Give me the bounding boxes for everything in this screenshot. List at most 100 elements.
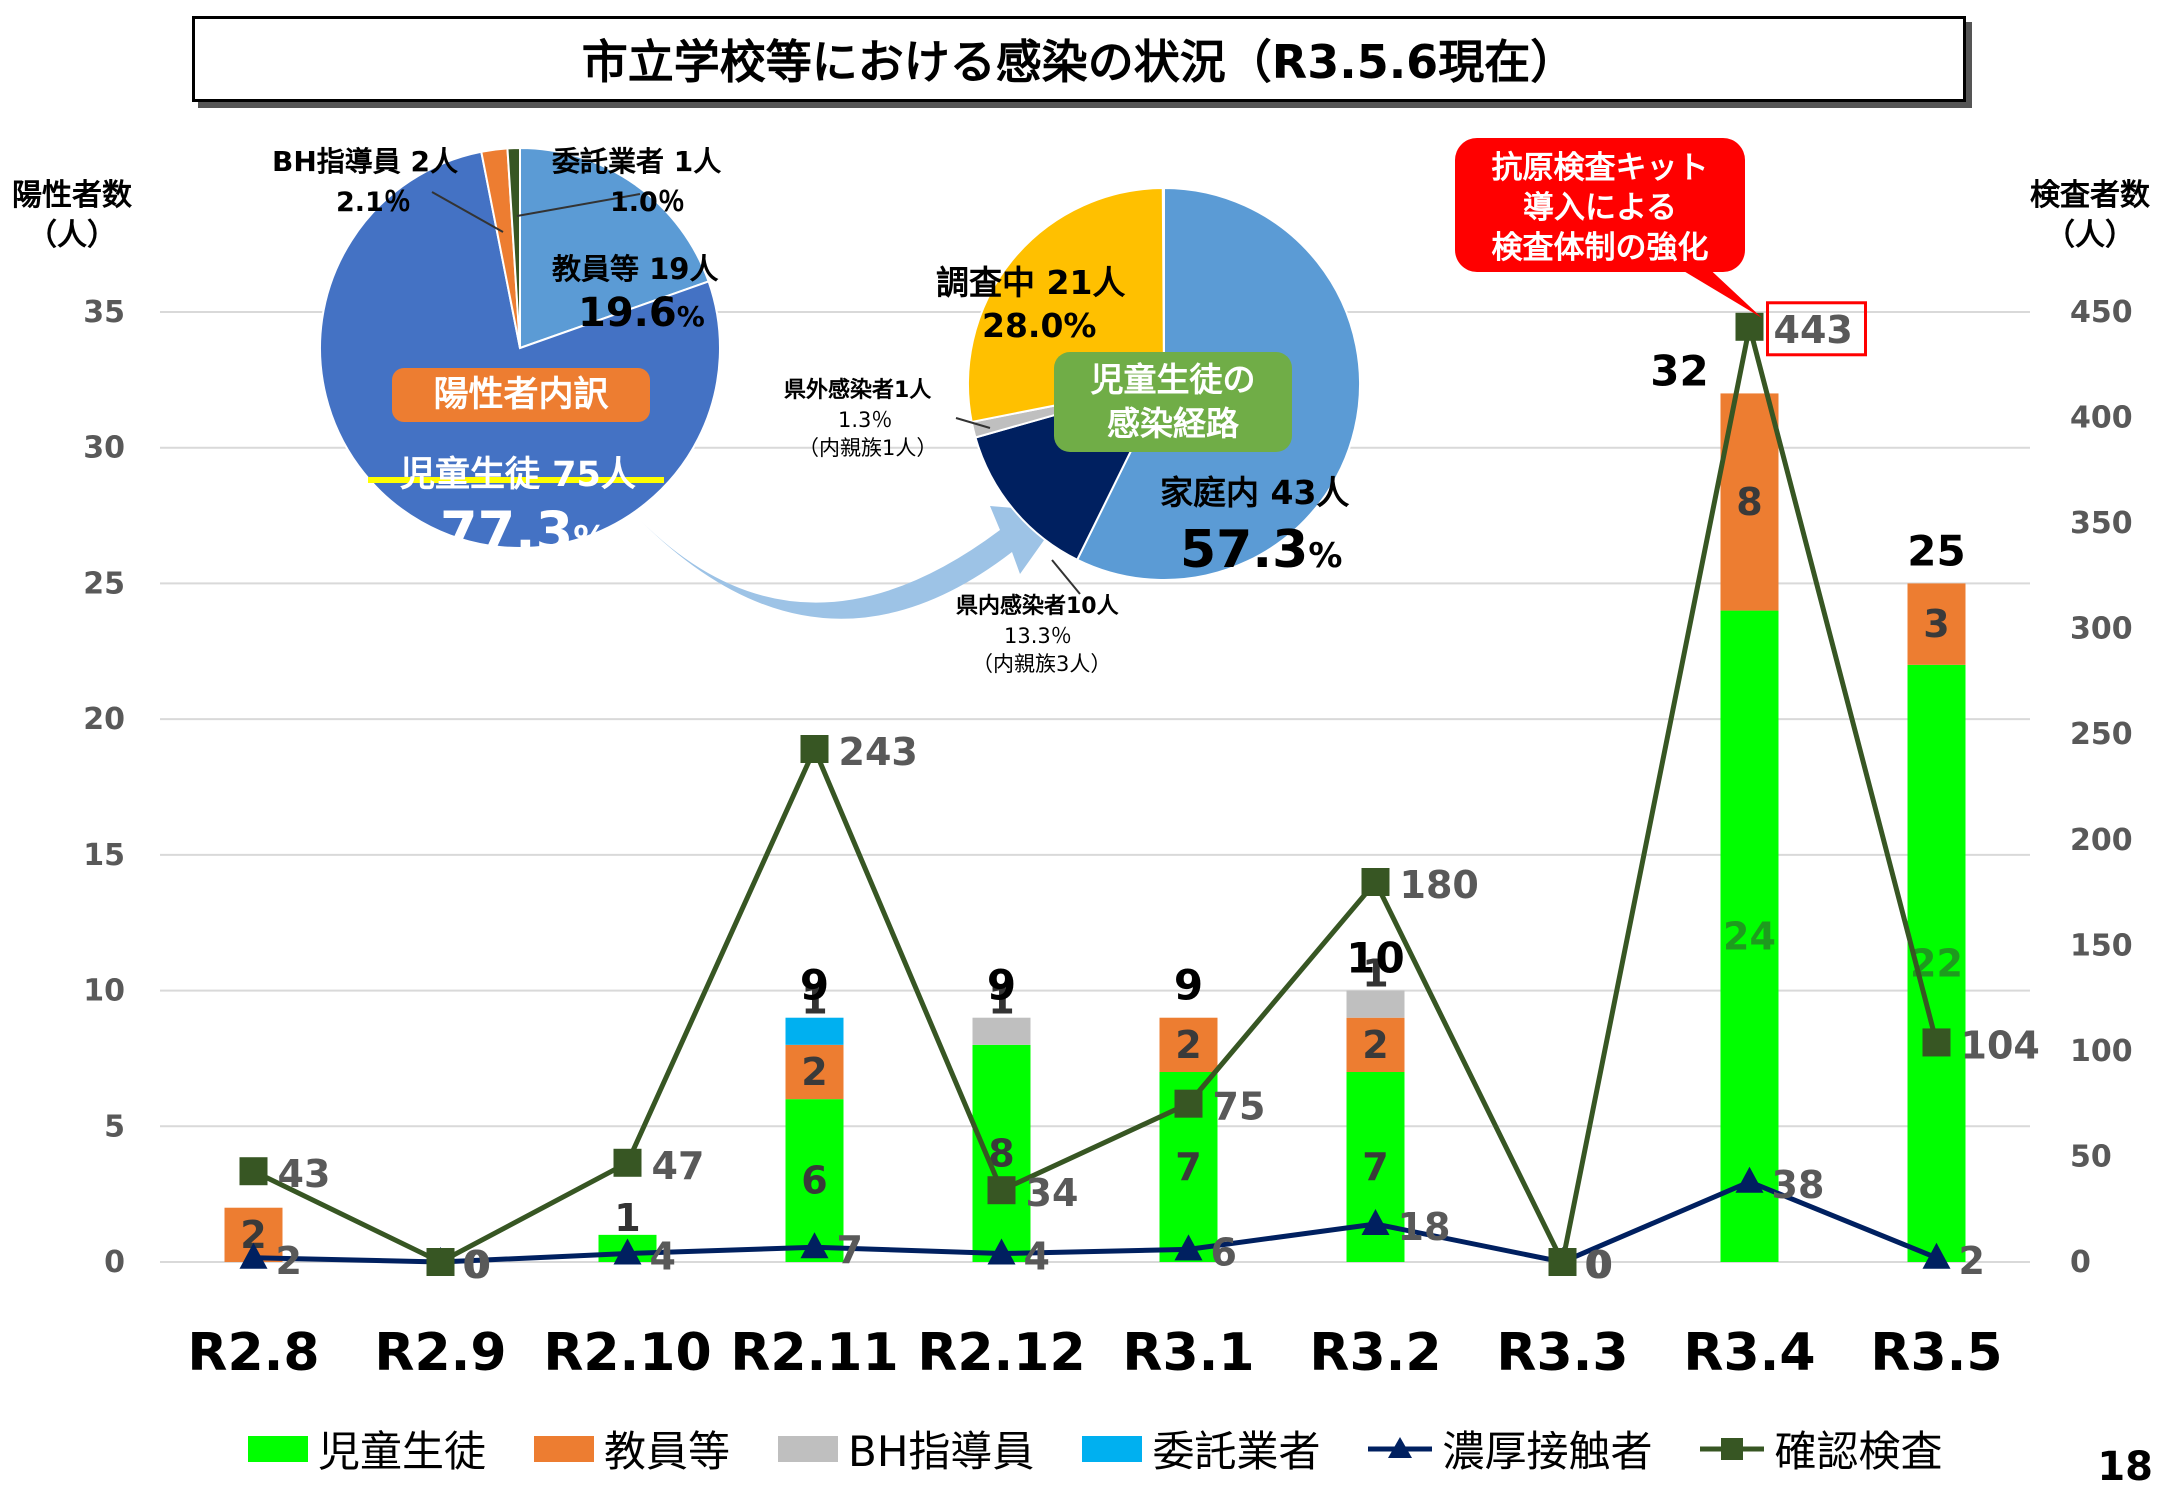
contacts-marker bbox=[1922, 1242, 1951, 1269]
highlight-box bbox=[1766, 301, 1867, 357]
tests-marker bbox=[1922, 1028, 1951, 1057]
bar-segment-label: 3 bbox=[1923, 602, 1949, 646]
contacts-marker bbox=[613, 1238, 642, 1265]
right-tick-label: 200 bbox=[2070, 823, 2133, 858]
contacts-marker bbox=[239, 1242, 268, 1269]
bar-total-label: 32 bbox=[1650, 346, 1708, 395]
pie2-leader bbox=[1051, 559, 1081, 595]
tests-marker bbox=[800, 735, 829, 763]
callout-line-1: 抗原検査キット bbox=[1491, 150, 1709, 186]
chart-title: 市立学校等における感染の状況（R3.5.6現在） bbox=[192, 16, 1966, 102]
category-label: R2.12 bbox=[917, 1323, 1085, 1383]
pie1-contractor-label: 委託業者 1人 bbox=[552, 145, 722, 178]
contacts-data-label: 38 bbox=[1772, 1163, 1825, 1207]
page-number: 18 bbox=[2097, 1444, 2153, 1490]
pie1-badge: 陽性者内訳 bbox=[392, 368, 650, 422]
contacts-data-label: 2 bbox=[276, 1239, 302, 1283]
category-label: R3.5 bbox=[1870, 1323, 2002, 1383]
category-label: R2.9 bbox=[374, 1323, 506, 1383]
pie2-outside-label: 県外感染者1人 bbox=[784, 378, 932, 403]
contacts-marker bbox=[1361, 1209, 1390, 1235]
pie2-investigating-label: 調査中 21人 bbox=[936, 263, 1126, 302]
bar-segment-label: 1 bbox=[801, 979, 827, 1023]
tests-data-label: 443 bbox=[1774, 308, 1853, 352]
bar-segment bbox=[1346, 990, 1405, 1018]
tests-data-label: 43 bbox=[278, 1152, 331, 1196]
contacts-line bbox=[253, 1179, 1938, 1265]
tests-line bbox=[252, 326, 1939, 1270]
tests-data-label: 243 bbox=[839, 730, 918, 774]
bar-segment-label: 1 bbox=[988, 979, 1014, 1023]
bar-segment-label: 1 bbox=[1362, 952, 1388, 996]
category-label: R3.4 bbox=[1683, 1323, 1815, 1383]
contacts-data-label: 18 bbox=[1398, 1205, 1451, 1249]
right-tick-label: 300 bbox=[2070, 612, 2133, 647]
contacts-data-label: 0 bbox=[463, 1243, 489, 1287]
pie1-teachers-pct: 19.6% bbox=[578, 290, 705, 336]
right-tick-label: 150 bbox=[2070, 928, 2133, 963]
pie2-inside-note: （内親族3人） bbox=[972, 652, 1112, 676]
legend-swatch-contractor bbox=[1082, 1435, 1143, 1462]
pie1-leader bbox=[431, 191, 504, 233]
legend-swatch-students bbox=[248, 1435, 308, 1462]
bar-segment bbox=[972, 1044, 1031, 1262]
bar-segment-label: 6 bbox=[801, 1159, 827, 1203]
category-label: R2.8 bbox=[187, 1323, 319, 1383]
bar-segment bbox=[785, 1017, 844, 1045]
contacts-data-label: 7 bbox=[837, 1228, 863, 1272]
bar-segment bbox=[785, 1044, 844, 1100]
contacts-data-label: 4 bbox=[650, 1235, 676, 1279]
pie2-inside-pct: 13.3％ bbox=[1004, 624, 1072, 648]
bar-segment-label: 2 bbox=[801, 1050, 827, 1094]
left-tick-label: 10 bbox=[83, 974, 125, 1009]
tests-data-label: 47 bbox=[652, 1144, 705, 1188]
legend: 児童生徒 教員等 BH指導員 委託業者 濃厚接触者 確認検査 bbox=[248, 1418, 1942, 1479]
pie1-bh-label: BH指導員 2人 bbox=[272, 145, 459, 178]
tests-data-label: 0 bbox=[1587, 1243, 1613, 1287]
tests-data-label: 0 bbox=[465, 1243, 491, 1287]
callout-pointer bbox=[1682, 262, 1762, 318]
tests-data-label: 180 bbox=[1400, 863, 1479, 907]
contacts-marker bbox=[800, 1232, 829, 1259]
pie2-leader bbox=[955, 417, 991, 429]
contacts-data-label: 4 bbox=[1024, 1235, 1050, 1279]
tests-marker bbox=[239, 1157, 268, 1186]
contacts-marker bbox=[1735, 1166, 1764, 1193]
right-axis-title: 検査者数 （人） bbox=[2030, 178, 2150, 253]
left-tick-label: 30 bbox=[83, 431, 125, 466]
pie2-outside-note: （内親族1人） bbox=[798, 436, 938, 460]
category-label: R2.11 bbox=[730, 1323, 898, 1383]
callout-line-3: 検査体制の強化 bbox=[1491, 230, 1709, 266]
category-label: R3.2 bbox=[1309, 1323, 1441, 1383]
kit-callout: 抗原検査キット 導入による 検査体制の強化 bbox=[1455, 138, 1745, 272]
bar-total-label: 9 bbox=[800, 961, 829, 1010]
pie2-home-pct: 57.3% bbox=[1180, 520, 1343, 580]
category-label: R3.3 bbox=[1496, 1323, 1628, 1383]
contacts-data-label: 2 bbox=[1959, 1239, 1985, 1283]
right-tick-label: 0 bbox=[2070, 1245, 2091, 1280]
contacts-data-label: 0 bbox=[1585, 1243, 1611, 1287]
legend-tests-marker bbox=[1700, 1437, 1765, 1460]
bar-segment bbox=[1720, 610, 1779, 1262]
pie1-slice bbox=[319, 150, 721, 549]
left-tick-label: 0 bbox=[104, 1245, 125, 1280]
left-tick-label: 5 bbox=[104, 1109, 125, 1144]
tests-marker bbox=[1174, 1089, 1203, 1118]
bar-total-label: 9 bbox=[987, 961, 1016, 1010]
bar-segment-label: 7 bbox=[1175, 1145, 1201, 1189]
bar-segment bbox=[1346, 1017, 1405, 1072]
pie1-teachers-label: 教員等 19人 bbox=[552, 252, 719, 286]
right-tick-label: 350 bbox=[2070, 506, 2133, 541]
tests-marker bbox=[1548, 1248, 1577, 1276]
legend-contractor: 委託業者 bbox=[1082, 1418, 1320, 1479]
pie1-slice bbox=[506, 146, 521, 349]
tests-data-label: 34 bbox=[1026, 1171, 1079, 1215]
pie2-inside-label: 県内感染者10人 bbox=[956, 594, 1119, 619]
contacts-marker bbox=[1174, 1234, 1203, 1261]
left-tick-label: 25 bbox=[83, 566, 125, 601]
right-tick-label: 100 bbox=[2070, 1034, 2133, 1069]
tests-marker bbox=[987, 1176, 1016, 1205]
left-tick-label: 20 bbox=[83, 702, 125, 737]
bar-segment-label: 1 bbox=[614, 1196, 640, 1240]
